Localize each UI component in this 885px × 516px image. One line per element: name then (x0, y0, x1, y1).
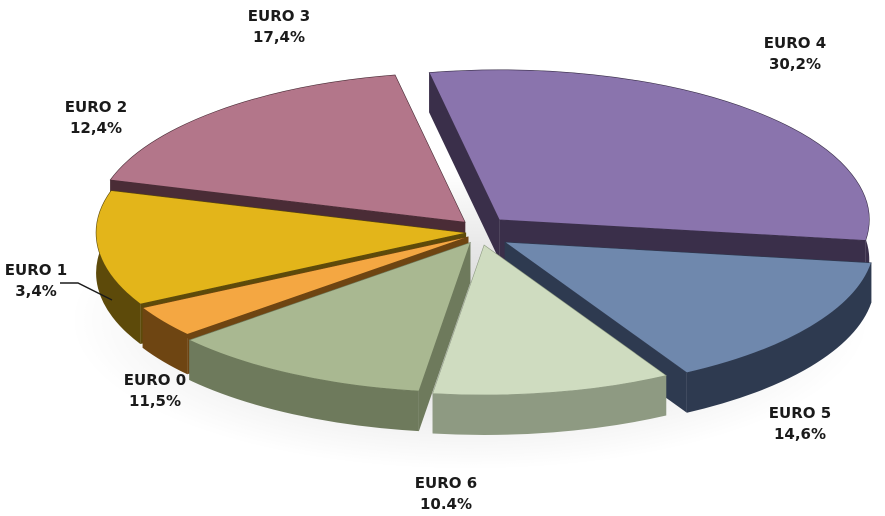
slice-label-value: 17,4% (253, 28, 305, 46)
pie-slice-euro-6 (432, 244, 667, 435)
slice-label-name: EURO 5 (769, 404, 831, 422)
slice-rim (686, 262, 872, 413)
pie-slice-euro-0 (188, 242, 471, 432)
slice-wall (429, 72, 500, 260)
leader-line-euro-1 (60, 282, 113, 301)
pie-slice-euro-4 (428, 69, 870, 281)
slice-label-value: 14,6% (774, 425, 826, 443)
slice-top (432, 244, 667, 396)
slice-label-name: EURO 1 (5, 261, 67, 279)
slice-top (141, 236, 469, 335)
slice-label-value: 12,4% (70, 119, 122, 137)
slice-label-name: EURO 0 (124, 371, 186, 389)
slice-label-value: 30,2% (769, 55, 821, 73)
slices-layer (95, 69, 872, 435)
slice-top (95, 190, 467, 305)
slice-wall (418, 242, 471, 432)
slice-label-name: EURO 2 (65, 98, 127, 116)
slice-rim (432, 375, 667, 435)
slice-label-value: 10.4% (420, 495, 472, 513)
slice-label-name: EURO 3 (248, 7, 310, 25)
slice-label-name: EURO 6 (415, 474, 477, 492)
slice-top (188, 242, 471, 392)
slice-label-name: EURO 4 (764, 34, 826, 52)
slice-label-value: 3,4% (15, 282, 57, 300)
slice-rim (142, 307, 188, 375)
labels-layer: EURO 0 11,5% EURO 1 3,4% EURO 2 12,4% EURO 3 17… (5, 7, 831, 513)
slice-rim (189, 340, 419, 432)
slice-top (503, 241, 872, 374)
slice-label-value: 11,5% (129, 392, 181, 410)
slice-top (109, 74, 466, 223)
slice-top (428, 69, 870, 241)
